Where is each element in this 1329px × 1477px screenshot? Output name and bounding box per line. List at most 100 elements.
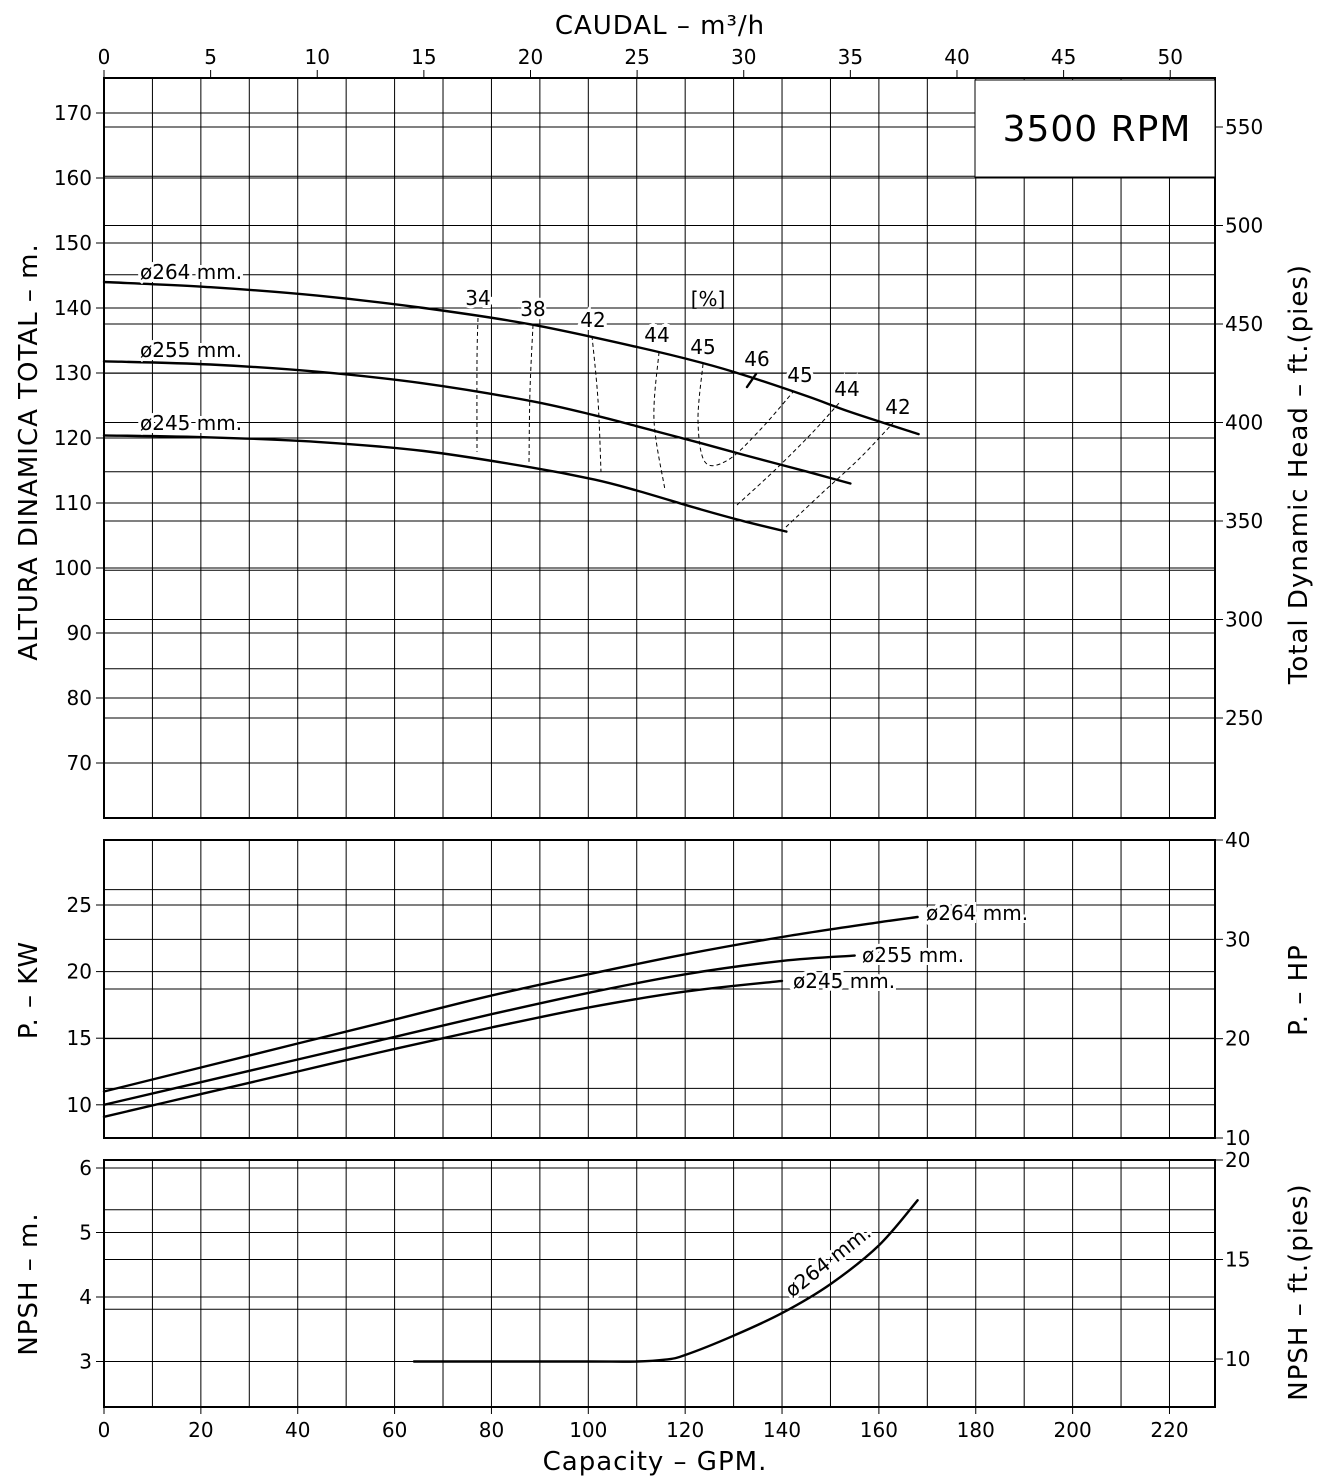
left-tick-label: 20 <box>67 960 92 984</box>
right-tick-label: 300 <box>1225 608 1263 632</box>
left-tick-label: 80 <box>67 686 92 710</box>
left-tick-label: 6 <box>79 1156 92 1180</box>
panel-frame-power <box>103 839 1216 1139</box>
tick-layer: 0 5 10 15 20 25 30 35 40 45 500 20 40 60 80 100 120 140 16… <box>54 45 1263 1442</box>
power-curve-264 <box>102 915 919 1093</box>
panel-frame-head <box>103 77 1216 819</box>
right-tick-label: 250 <box>1225 706 1263 730</box>
top-tick-label: 30 <box>731 45 756 69</box>
efficiency-contour <box>736 401 841 506</box>
power-series-label-255: ø255 mm. <box>862 943 964 967</box>
head-curve-255 <box>102 360 852 485</box>
npsh-curve-264 <box>412 1199 919 1363</box>
efficiency-contours: 34 38 42 44 45 46 45 44 42 <box>462 283 914 528</box>
right-tick-label: 40 <box>1225 828 1250 852</box>
right-tick-label: 550 <box>1225 115 1263 139</box>
bottom-tick-label: 160 <box>860 1418 898 1442</box>
left-tick-label: 170 <box>54 101 92 125</box>
efficiency-contour <box>653 351 666 491</box>
right-tick-label: 450 <box>1225 312 1263 336</box>
left-tick-label: 3 <box>79 1350 92 1374</box>
npsh-left-axis-title: NPSH – m. <box>14 1212 44 1355</box>
efficiency-unit-label: [%] <box>691 287 726 311</box>
rpm-label: 3500 RPM <box>1003 109 1192 150</box>
curve-layer <box>102 280 920 1363</box>
top-tick-label: 35 <box>838 45 863 69</box>
efficiency-contour <box>591 335 602 473</box>
right-tick-label: 10 <box>1225 1126 1250 1150</box>
right-tick-label: 30 <box>1225 927 1250 951</box>
left-tick-label: 90 <box>67 621 92 645</box>
top-tick-label: 10 <box>305 45 330 69</box>
bottom-tick-label: 0 <box>98 1418 111 1442</box>
efficiency-label: 46 <box>744 347 769 371</box>
bottom-tick-label: 20 <box>188 1418 213 1442</box>
top-tick-label: 50 <box>1157 45 1182 69</box>
power-curve-245 <box>102 979 784 1118</box>
bottom-tick-label: 200 <box>1054 1418 1092 1442</box>
power-series-label-264: ø264 mm. <box>926 901 1028 925</box>
top-tick-label: 45 <box>1051 45 1076 69</box>
bottom-tick-label: 140 <box>763 1418 801 1442</box>
efficiency-label: 42 <box>885 395 910 419</box>
efficiency-label: 34 <box>465 286 490 310</box>
top-tick-label: 0 <box>98 45 111 69</box>
left-tick-label: 70 <box>67 751 92 775</box>
left-tick-label: 25 <box>67 893 92 917</box>
right-tick-label: 500 <box>1225 214 1263 238</box>
right-tick-label: 400 <box>1225 411 1263 435</box>
panel-frame-npsh <box>103 1159 1216 1408</box>
efficiency-label: 44 <box>644 323 669 347</box>
efficiency-contour <box>745 372 758 389</box>
left-tick-label: 4 <box>79 1285 92 1309</box>
efficiency-label: 45 <box>690 335 715 359</box>
head-curve-245 <box>102 434 788 533</box>
npsh-right-axis-title: NPSH – ft.(pies) <box>1284 1183 1314 1400</box>
head-series-label-255: ø255 mm. <box>140 338 242 362</box>
top-tick-label: 25 <box>624 45 649 69</box>
power-left-axis-title: P. – KW <box>14 941 44 1039</box>
efficiency-contour <box>785 422 894 528</box>
left-tick-label: 160 <box>54 166 92 190</box>
right-tick-label: 350 <box>1225 509 1263 533</box>
left-tick-label: 100 <box>54 556 92 580</box>
bottom-tick-label: 220 <box>1150 1418 1188 1442</box>
bottom-tick-label: 120 <box>666 1418 704 1442</box>
right-tick-label: 15 <box>1225 1248 1250 1272</box>
bottom-tick-label: 100 <box>569 1418 607 1442</box>
top-x-axis-title: CAUDAL – m³/h <box>555 11 765 41</box>
power-right-axis-title: P. – HP <box>1284 944 1314 1036</box>
efficiency-label: 45 <box>787 363 812 387</box>
top-tick-label: 20 <box>518 45 543 69</box>
top-tick-label: 5 <box>204 45 217 69</box>
bottom-tick-label: 40 <box>285 1418 310 1442</box>
top-tick-label: 40 <box>944 45 969 69</box>
efficiency-label: 44 <box>834 377 859 401</box>
efficiency-label: 38 <box>520 297 545 321</box>
head-series-label-245: ø245 mm. <box>140 411 242 435</box>
head-right-axis-title: Total Dynamic Head – ft.(pies) <box>1284 264 1314 685</box>
head-series-label-264: ø264 mm. <box>140 260 242 284</box>
top-tick-label: 15 <box>411 45 436 69</box>
grid-layer <box>103 77 1216 1408</box>
bottom-tick-label: 180 <box>957 1418 995 1442</box>
left-tick-label: 140 <box>54 296 92 320</box>
efficiency-contour <box>697 363 794 467</box>
efficiency-contour <box>528 324 534 463</box>
left-tick-label: 130 <box>54 361 92 385</box>
left-tick-label: 110 <box>54 491 92 515</box>
left-tick-label: 10 <box>67 1093 92 1117</box>
power-series-label-245: ø245 mm. <box>793 969 895 993</box>
left-tick-label: 150 <box>54 231 92 255</box>
power-curve-255 <box>102 954 856 1106</box>
left-tick-label: 120 <box>54 426 92 450</box>
head-curve-264 <box>102 280 920 436</box>
bottom-tick-label: 80 <box>479 1418 504 1442</box>
right-tick-label: 10 <box>1225 1347 1250 1371</box>
head-left-axis-title: ALTURA DINAMICA TOTAL – m. <box>14 243 44 661</box>
left-tick-label: 15 <box>67 1026 92 1050</box>
bottom-tick-label: 60 <box>382 1418 407 1442</box>
efficiency-label: 42 <box>580 308 605 332</box>
bottom-x-axis-title: Capacity – GPM. <box>543 1447 768 1477</box>
